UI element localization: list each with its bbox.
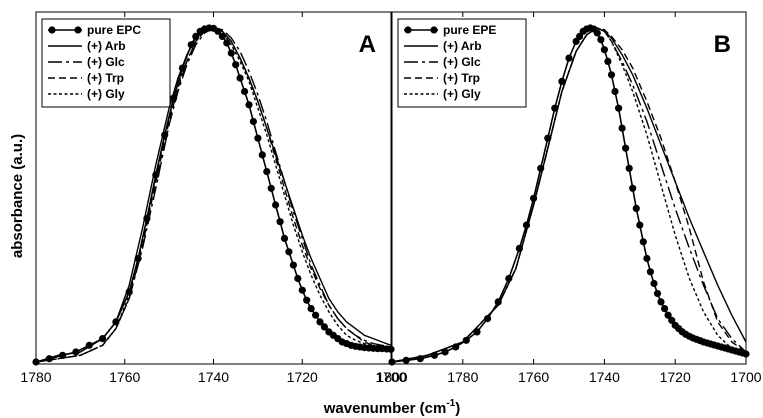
panel-b-series-0-point (484, 315, 492, 323)
panel-b-series-0-point (646, 268, 655, 276)
panel-b-series-0-legend-marker (404, 26, 412, 34)
panel-b-tick-label-1780: 1780 (447, 369, 478, 385)
panel-a-series-0-point (312, 311, 320, 319)
panel-a-series-0-point (249, 117, 257, 126)
x-axis-label-close: ) (455, 400, 460, 417)
panel-a-series-0-point (294, 274, 302, 283)
panel-b-frame (391, 11, 747, 365)
panel-b-series-0-point (607, 71, 616, 79)
panel-a-series-4-line (35, 27, 392, 363)
panel-a-series-0-point (245, 101, 253, 109)
panel-a-series-0-point (227, 49, 235, 57)
panel-b-series-0-point (572, 37, 580, 46)
panel-b-series-0-point (639, 238, 647, 246)
panel-b-series-0-point (576, 32, 584, 41)
panel-a-series-0-point (272, 201, 280, 209)
panel-b-series-0-point (615, 104, 623, 112)
panel-a-series-0-point (192, 32, 200, 41)
panel-a-series-0-point (307, 305, 315, 313)
panel-a-series-0-point (267, 184, 275, 192)
panel-b-letter: B (714, 31, 731, 58)
panel-a-series-0-point (285, 248, 293, 256)
panel-b-tick-label-1760: 1760 (518, 369, 549, 385)
panel-b-tick-label-1720: 1720 (660, 369, 691, 385)
panel-a-tick-label-1720: 1720 (287, 369, 318, 385)
panel-a-series-0-point (320, 323, 328, 331)
panel-a-series-3-legend-label: (+) Trp (87, 71, 124, 85)
panel-b-series-0-point (441, 348, 449, 356)
panel-a-series-0-point (387, 345, 395, 353)
panel-a-tick-label-1780: 1780 (20, 369, 51, 385)
panel-a-series-0-legend-label: pure EPC (87, 23, 141, 37)
panel-b-series-0-point (742, 350, 750, 358)
panel-a-tick-label-1740: 1740 (198, 369, 229, 385)
panel-b-series-0-point (611, 87, 619, 96)
panel-b-series-0-point (636, 221, 644, 229)
panel-b-series-0-point (600, 46, 609, 54)
panel-b-series-0-point (650, 279, 658, 288)
panel-a-series-0-point (298, 286, 306, 294)
panel-a-series-0-point (258, 151, 266, 159)
panel-a-series-0-point (232, 61, 240, 69)
panel-b-series-2-legend-label: (+) Glc (443, 55, 481, 69)
panel-b-series-0-point (618, 124, 626, 132)
panel-a-series-0-point (303, 296, 311, 304)
panel-b-series-0-point (653, 289, 662, 298)
panel-a-series-3-line (35, 27, 392, 363)
panel-b-series-3-legend-label: (+) Trp (443, 71, 480, 85)
panel-a-series-0-point (263, 168, 271, 176)
panel-b-series-0-point (668, 316, 676, 324)
panel-a-series-0-point (316, 318, 324, 326)
panel-b-series-4-line (391, 27, 747, 363)
panel-b-tick-label-1740: 1740 (589, 369, 620, 385)
panel-a-series-0-point (236, 74, 244, 82)
panel-a-tick-label-1760: 1760 (109, 369, 140, 385)
x-axis-label: wavenumber (cm-1) (323, 398, 460, 417)
panel-b-series-0-point (629, 184, 637, 192)
panel-b-series-4-legend-label: (+) Gly (443, 87, 481, 101)
panel-b-series-0-point (632, 204, 640, 212)
panel-b-series-0-point (625, 164, 633, 172)
panel-b-series-3-line (391, 27, 747, 363)
panel-a-letter: A (359, 31, 376, 58)
x-axis-label-main: wavenumber (cm (323, 400, 447, 417)
panel-b-series-0-legend-marker (430, 26, 438, 34)
panel-a-legend (41, 18, 171, 108)
panel-a-series-0-point (241, 87, 249, 96)
panel-b-tick-label-1800: 1800 (376, 369, 407, 385)
panel-b-series-0-point (593, 29, 601, 37)
panel-a-series-4-legend-label: (+) Gly (87, 87, 125, 101)
panel-b-series-0-legend-label: pure EPE (443, 23, 496, 37)
panel-a-series-0-point (289, 261, 297, 269)
panel-a-series-2-legend-label: (+) Glc (87, 55, 125, 69)
panel-b-series-0-point (558, 77, 566, 85)
panel-a-series-0-point (223, 39, 231, 47)
panel-b-series-0-point (664, 311, 672, 319)
y-axis-label: absorbance (a.u.) (9, 134, 26, 258)
panel-b-series-0-point (462, 336, 470, 344)
panel-b-series-0-point (565, 54, 573, 62)
panel-b-series-0-point (661, 305, 669, 313)
panel-a-series-0-point (280, 234, 289, 242)
panel-b-series-0-point (622, 144, 630, 152)
panel-a-series-0-point (276, 218, 284, 226)
panel-b-series-0-point (597, 36, 605, 44)
panel-b-series-0-point (643, 254, 651, 263)
panel-a-series-2-line (35, 27, 392, 363)
panel-a-series-0-legend-marker (48, 26, 56, 34)
panel-a-series-0-point (254, 134, 262, 142)
panel-b-legend (397, 18, 527, 108)
panel-b-series-0-point (604, 57, 612, 65)
panel-b-tick-label-1700: 1700 (730, 369, 761, 385)
panel-b-series-0-point (657, 298, 665, 306)
panel-a-series-0-legend-marker (74, 26, 82, 34)
panel-a-tick-label-1700: 1700 (375, 369, 406, 385)
x-axis-label-superscript: -1 (446, 398, 455, 409)
panel-b-series-1-legend-label: (+) Arb (443, 39, 482, 53)
panel-a-series-1-legend-label: (+) Arb (87, 39, 126, 53)
